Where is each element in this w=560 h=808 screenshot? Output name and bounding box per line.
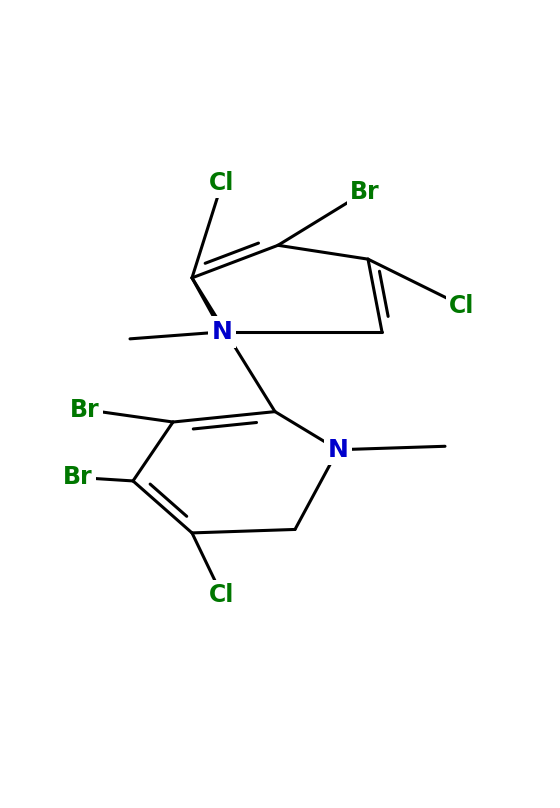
Text: Cl: Cl [209, 583, 235, 608]
Text: Br: Br [63, 465, 93, 490]
Text: Cl: Cl [449, 293, 475, 318]
Text: N: N [328, 438, 348, 461]
Text: Cl: Cl [209, 171, 235, 195]
Text: Br: Br [350, 180, 380, 204]
Text: N: N [212, 320, 232, 344]
Text: Br: Br [70, 398, 100, 422]
